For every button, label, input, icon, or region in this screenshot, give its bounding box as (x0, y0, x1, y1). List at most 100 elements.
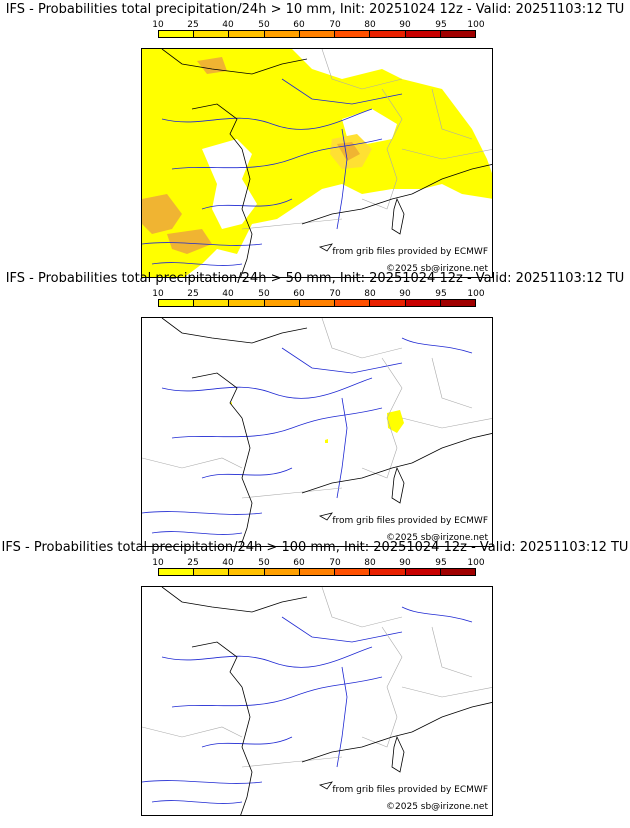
coastline (161, 318, 308, 344)
border-line (431, 357, 473, 409)
scale-tick: 10 (152, 289, 164, 299)
river-lines (142, 337, 473, 535)
coastline (161, 49, 308, 75)
border-line (401, 686, 492, 698)
river-line (161, 108, 373, 130)
scale-tick: 80 (364, 558, 376, 568)
scale-color-segment (335, 31, 371, 37)
scale-tick: 40 (222, 289, 234, 299)
river-line (142, 780, 263, 784)
scale-color-segment (194, 31, 230, 37)
river-lines (142, 78, 403, 266)
river-line (151, 531, 243, 535)
copyright-credit: ©2025 sb@irizone.net (386, 802, 488, 812)
river-line (401, 337, 473, 354)
scale-tick: 50 (258, 558, 270, 568)
river-line (201, 467, 293, 479)
coastline (301, 731, 413, 763)
coastline (391, 735, 405, 773)
map-panel-100mm: IFS - Probabilities total precipitation/… (0, 540, 630, 816)
scale-tick: 60 (293, 289, 305, 299)
border-line (142, 457, 243, 469)
rain-area (142, 194, 182, 234)
probability-scale-labels: 10 25 40 50 60 70 80 90 95 100 (152, 558, 484, 568)
coastline (240, 686, 253, 815)
coastline (191, 103, 243, 150)
scale-color-segment (299, 31, 336, 37)
scale-color-segment (299, 300, 336, 306)
coastline (301, 462, 413, 494)
scale-tick: 95 (435, 289, 447, 299)
scale-tick: 25 (187, 558, 199, 568)
map-svg (142, 587, 492, 815)
scale-tick: 100 (467, 20, 485, 30)
scale-tick: 80 (364, 289, 376, 299)
scale-color-segment (405, 31, 441, 37)
river-line (151, 262, 243, 266)
coastline (318, 781, 333, 790)
river-line (161, 646, 373, 668)
border-line (241, 487, 343, 499)
scale-color-segment (194, 300, 230, 306)
coastline (240, 148, 253, 277)
map-panel-10mm: IFS - Probabilities total precipitation/… (0, 2, 630, 278)
panel-title: IFS - Probabilities total precipitation/… (5, 271, 625, 286)
river-lines (142, 606, 473, 804)
coastline (161, 587, 308, 613)
scale-color-segment (264, 300, 300, 306)
scale-tick: 80 (364, 20, 376, 30)
river-line (161, 377, 373, 399)
river-line (142, 511, 263, 515)
river-line (171, 676, 383, 708)
scale-tick: 90 (399, 20, 411, 30)
scale-tick: 40 (222, 20, 234, 30)
scale-color-segment (229, 31, 265, 37)
river-line (281, 616, 403, 643)
scale-color-segment (264, 569, 300, 575)
scale-tick: 10 (152, 20, 164, 30)
coastline (391, 197, 405, 235)
river-line (151, 800, 243, 804)
river-line (142, 242, 263, 246)
coastline (411, 702, 492, 733)
probability-color-bar (158, 30, 476, 38)
coastlines (161, 587, 492, 815)
scale-color-segment (229, 569, 265, 575)
scale-tick: 70 (329, 558, 341, 568)
coastlines (161, 49, 492, 277)
scale-color-segment (194, 569, 230, 575)
river-line (171, 407, 383, 439)
border-lines (241, 49, 492, 230)
scale-color-segment (159, 569, 195, 575)
river-line (336, 666, 348, 768)
river-line (401, 606, 473, 623)
map-svg (142, 318, 492, 546)
probability-scale-labels: 10 25 40 50 60 70 80 90 95 100 (152, 289, 484, 299)
probability-color-bar (158, 568, 476, 576)
precipitation-map: from grib files provided by ECMWF ©2025 … (141, 317, 493, 547)
scale-tick: 25 (187, 20, 199, 30)
copyright-credit: ©2025 sb@irizone.net (386, 264, 488, 274)
coastline (318, 512, 333, 521)
coastline (411, 164, 492, 195)
scale-color-segment (299, 569, 336, 575)
river-line (336, 397, 348, 499)
scale-color-segment (159, 31, 195, 37)
border-line (321, 318, 403, 359)
coastlines (161, 318, 492, 546)
border-line (321, 587, 403, 628)
scale-tick: 10 (152, 558, 164, 568)
scale-color-segment (405, 300, 441, 306)
coastline (318, 243, 333, 252)
panel-title: IFS - Probabilities total precipitation/… (1, 540, 629, 555)
river-line (281, 347, 403, 374)
border-line (241, 756, 343, 768)
scale-tick: 60 (293, 20, 305, 30)
river-line (201, 198, 293, 210)
scale-color-segment (440, 300, 475, 306)
border-line (431, 626, 473, 678)
rain-area (387, 410, 404, 433)
scale-color-segment (440, 31, 475, 37)
border-line (361, 626, 403, 748)
border-line (321, 49, 403, 90)
